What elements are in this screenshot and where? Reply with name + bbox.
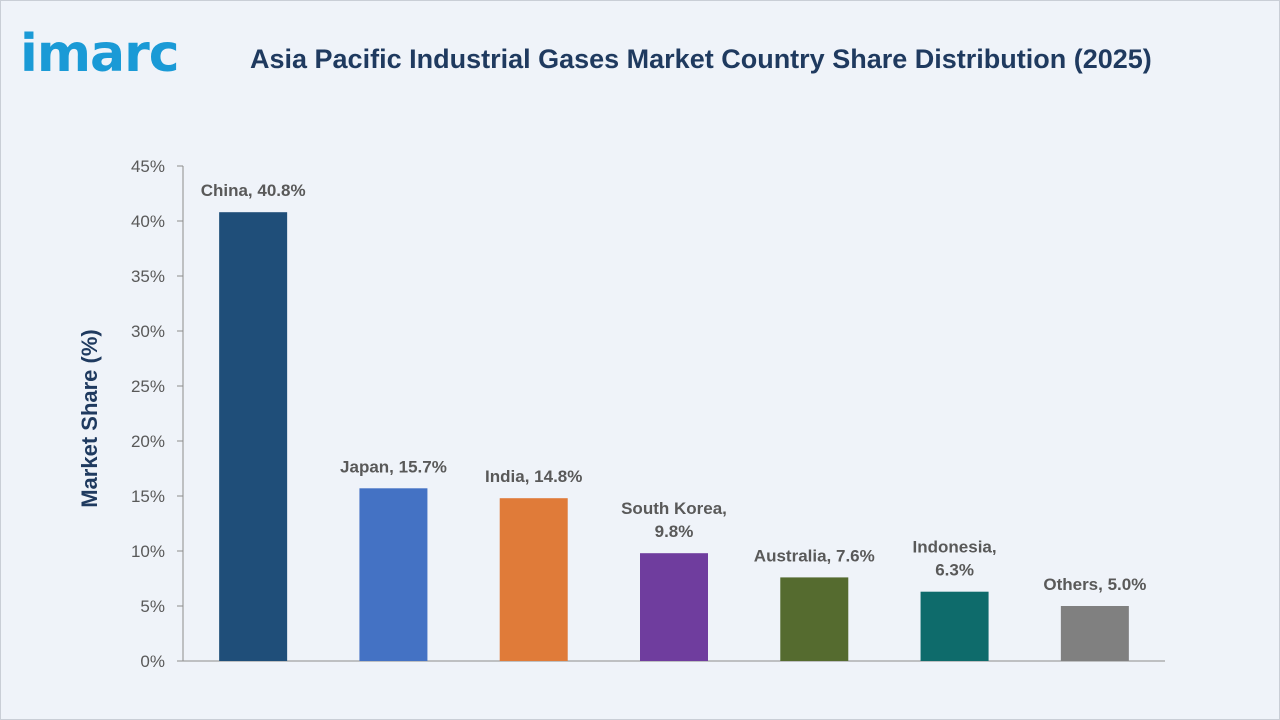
data-label: Others, 5.0%: [1043, 575, 1146, 594]
data-labels: China, 40.8% Japan, 15.7% India, 14.8% Sout…: [201, 181, 1147, 594]
y-tick-label: 30%: [131, 322, 165, 341]
y-axis: 0% 5% 10% 15% 20% 25% 30% 35% 40% 45%: [131, 157, 184, 671]
bar-india: [499, 498, 568, 661]
bar-china: [219, 212, 288, 661]
bar-indonesia: [920, 591, 989, 661]
y-tick-label: 40%: [131, 212, 165, 231]
y-tick-label: 35%: [131, 267, 165, 286]
bar-others: [1060, 606, 1129, 661]
imarc-logo: imarc: [20, 24, 180, 84]
chart-title: Asia Pacific Industrial Gases Market Cou…: [250, 44, 1152, 74]
data-label: China, 40.8%: [201, 181, 306, 200]
bar-australia: [780, 577, 849, 661]
data-label: 9.8%: [655, 522, 694, 541]
data-label: Indonesia,: [913, 538, 997, 557]
y-tick-label: 20%: [131, 432, 165, 451]
data-label: Japan, 15.7%: [340, 457, 447, 476]
data-label: South Korea,: [621, 499, 727, 518]
y-axis-label: Market Share (%): [77, 329, 102, 508]
data-label: India, 14.8%: [485, 467, 582, 486]
y-tick-label: 25%: [131, 377, 165, 396]
y-tick-label: 10%: [131, 542, 165, 561]
y-tick-label: 15%: [131, 487, 165, 506]
y-tick-label: 5%: [140, 597, 165, 616]
bar-south-korea: [640, 553, 708, 661]
data-label: Australia, 7.6%: [754, 546, 875, 565]
y-tick-label: 0%: [140, 652, 165, 671]
data-label: 6.3%: [935, 561, 974, 580]
y-tick-label: 45%: [131, 157, 165, 176]
bar-japan: [359, 488, 428, 661]
bars: [219, 212, 1129, 661]
